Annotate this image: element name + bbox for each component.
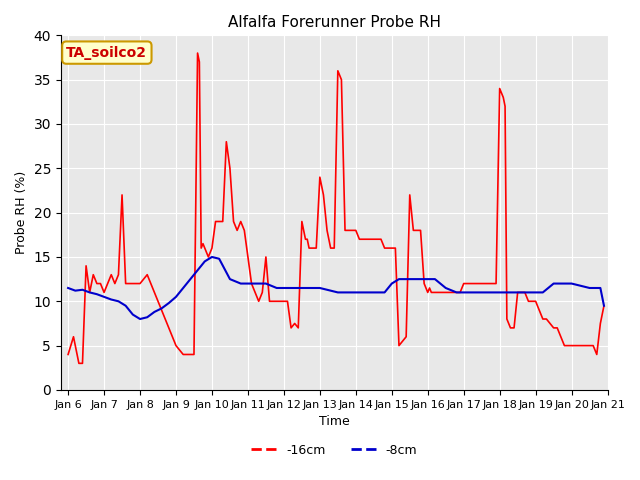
- Legend: -16cm, -8cm: -16cm, -8cm: [246, 439, 422, 462]
- X-axis label: Time: Time: [319, 415, 349, 428]
- Y-axis label: Probe RH (%): Probe RH (%): [15, 171, 28, 254]
- Text: TA_soilco2: TA_soilco2: [67, 46, 147, 60]
- Title: Alfalfa Forerunner Probe RH: Alfalfa Forerunner Probe RH: [228, 15, 441, 30]
